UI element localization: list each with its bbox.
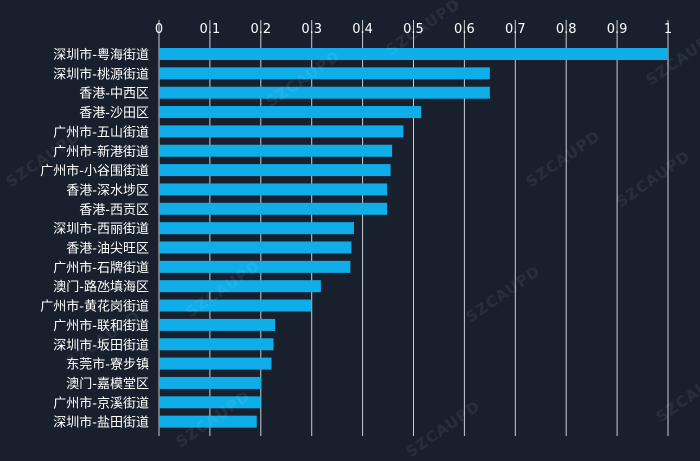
- x-tick-label: 0.4: [352, 22, 373, 37]
- bar: [159, 67, 490, 80]
- category-label: 深圳市-桃源街道: [53, 66, 149, 82]
- bar: [159, 164, 391, 177]
- category-label: 香港-深水埗区: [66, 183, 149, 198]
- category-label: 深圳市-盐田街道: [53, 415, 149, 431]
- x-tick-label: 0.7: [505, 22, 526, 37]
- x-tick-label: 0.9: [607, 22, 628, 37]
- x-tick-label: 0.8: [556, 22, 577, 37]
- category-label: 澳门-路氹填海区: [53, 279, 149, 295]
- bar: [159, 357, 272, 370]
- bar: [159, 260, 351, 273]
- bar: [159, 396, 261, 409]
- x-tick-label: 0: [155, 22, 163, 37]
- category-label: 香港-中西区: [79, 87, 149, 102]
- category-label: 香港-沙田区: [79, 106, 149, 121]
- category-label: 广州市-五山街道: [53, 124, 149, 140]
- x-tick-label: 0.2: [250, 22, 271, 37]
- bar: [159, 318, 276, 331]
- bar: [159, 299, 312, 312]
- category-label: 香港-西贡区: [79, 203, 149, 218]
- bar: [159, 280, 321, 293]
- bar: [159, 48, 668, 60]
- category-label: 深圳市-西丽街道: [53, 221, 149, 237]
- bar: [159, 125, 404, 138]
- x-tick-label: 1: [664, 22, 672, 37]
- category-label: 广州市-黄花岗街道: [40, 299, 149, 315]
- category-label: 广州市-联和街道: [53, 318, 149, 334]
- bar: [159, 202, 388, 215]
- bar: [159, 86, 490, 99]
- category-label: 东莞市-寮步镇: [66, 357, 149, 373]
- x-tick-label: 0.1: [200, 22, 221, 37]
- category-label: 广州市-新港街道: [53, 144, 149, 160]
- x-tick-label: 0.5: [403, 22, 424, 37]
- x-tick-label: 0.6: [454, 22, 475, 37]
- category-label: 广州市-京溪街道: [53, 395, 149, 411]
- x-tick-label: 0.3: [301, 22, 322, 37]
- bar: [159, 376, 262, 389]
- bar: [159, 415, 257, 428]
- bar: [159, 106, 422, 119]
- bar: [159, 144, 393, 157]
- category-label: 广州市-小谷围街道: [40, 163, 149, 179]
- category-label: 香港-油尖旺区: [66, 242, 149, 257]
- bar: [159, 183, 388, 196]
- category-label: 广州市-石牌街道: [53, 260, 149, 276]
- bar: [159, 241, 352, 254]
- category-label: 深圳市-粤海街道: [53, 47, 149, 63]
- bar: [159, 338, 274, 351]
- category-label: 澳门-嘉模堂区: [66, 376, 149, 392]
- category-label: 深圳市-坂田街道: [53, 337, 149, 353]
- bar: [159, 222, 354, 235]
